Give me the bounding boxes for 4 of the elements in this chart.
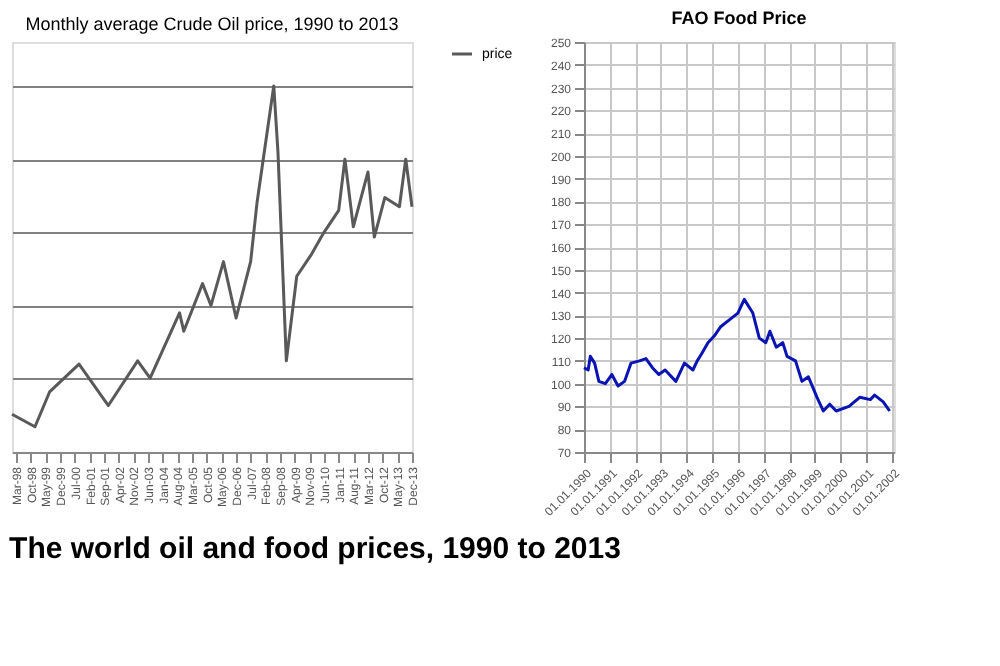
line-series [582, 297, 892, 413]
chart-title: Monthly average Crude Oil price, 1990 to 2013 [25, 14, 399, 34]
chart-title: FAO Food Price [671, 8, 807, 28]
text: The world oil and food prices, 1990 to 2013 [9, 531, 621, 566]
